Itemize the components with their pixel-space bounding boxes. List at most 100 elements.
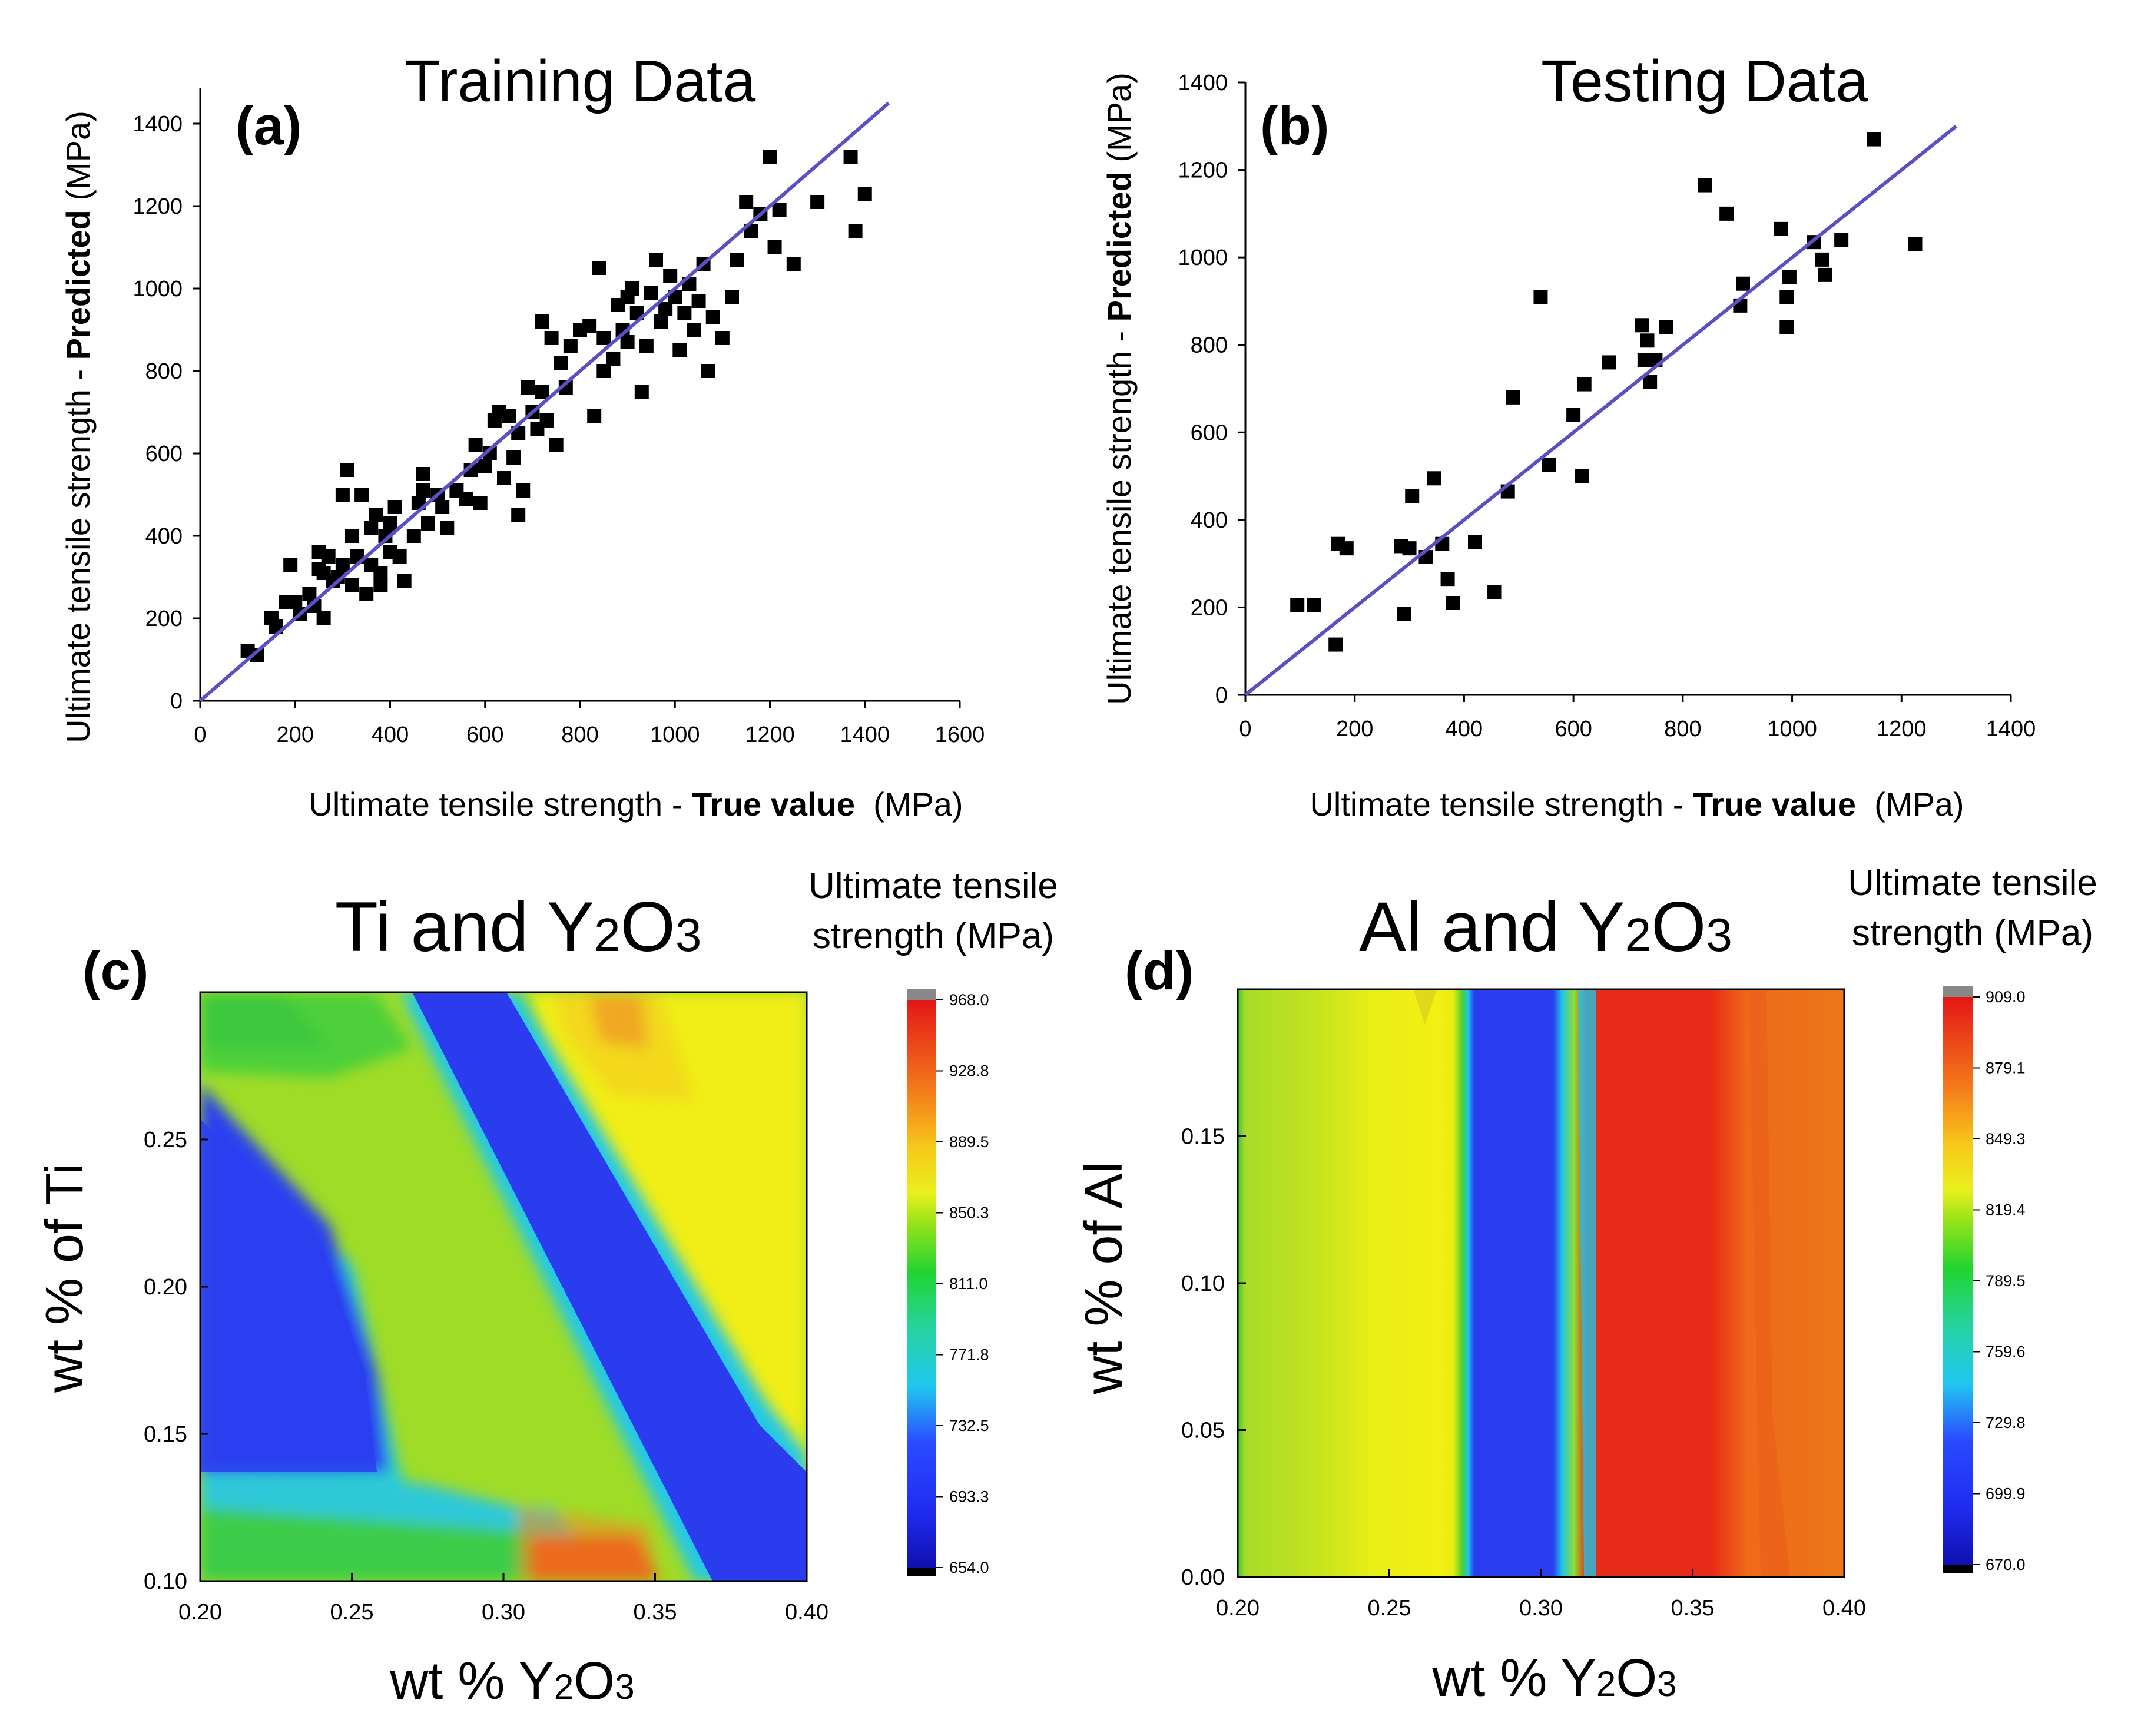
panel-b-y-ticks: 0 200 400 600 800 1000 1200 1400	[1178, 71, 1245, 708]
data-point	[440, 521, 455, 535]
colorbar-tick-label: 819.4	[1986, 1201, 2026, 1219]
x-tick-label: 200	[277, 723, 314, 747]
data-point	[1468, 535, 1482, 549]
data-point	[478, 459, 492, 473]
x-tick-label: 600	[466, 723, 503, 747]
panel-a-fit-line	[199, 101, 890, 703]
panel-d-title: Al and Y2O3	[1359, 887, 1732, 966]
data-point	[1405, 489, 1420, 503]
data-point	[1867, 132, 1881, 147]
data-point	[582, 319, 597, 333]
data-point	[506, 450, 521, 465]
y-tick-label: 400	[145, 524, 183, 549]
colorbar-tick-label: 759.6	[1986, 1343, 2026, 1361]
y-tick-label: 400	[1191, 508, 1228, 533]
panel-c-ti-y2o3-heatmap: Ti and Y2O3 (c) 0.20 0.25 0.30 0.35 0.40	[35, 866, 1058, 1711]
data-point	[810, 195, 825, 209]
colorbar-tick-label: 729.8	[1986, 1414, 2026, 1432]
x-tick-label: 0	[194, 723, 206, 747]
data-point	[644, 286, 658, 300]
x-tick-label: 0.40	[785, 1600, 828, 1625]
data-point	[387, 500, 402, 514]
panel-d-y-label: wt % of Al	[1075, 1161, 1133, 1394]
colorbar-tick-label: 654.0	[949, 1559, 989, 1576]
y-tick-label: 0.15	[144, 1422, 187, 1447]
data-point	[459, 492, 473, 506]
y-tick-label: 800	[1191, 333, 1228, 358]
data-point	[1397, 607, 1411, 621]
data-point	[392, 549, 407, 564]
data-point	[316, 611, 331, 625]
y-tick-label: 0	[170, 689, 183, 714]
x-tick-label: 600	[1555, 717, 1592, 741]
data-point	[1533, 290, 1548, 304]
data-point	[1698, 178, 1712, 193]
data-point	[1782, 270, 1797, 284]
panel-b-testing-scatter: Testing Data (b) 0 200 400 600 800 1000 1200 14…	[1101, 48, 2036, 823]
x-tick-label: 200	[1336, 717, 1373, 741]
x-tick-label: 1400	[1986, 717, 2036, 741]
y-tick-label: 0.00	[1181, 1565, 1225, 1590]
data-point	[1542, 458, 1556, 472]
data-point	[1774, 221, 1788, 236]
data-point	[1779, 320, 1794, 334]
panel-c-letter: (c)	[82, 941, 148, 1001]
x-tick-label: 1000	[1767, 717, 1817, 741]
data-point	[340, 463, 354, 477]
colorbar-tick-label: 789.5	[1986, 1272, 2026, 1290]
panel-d-colorbar-cap-bottom	[1943, 1565, 1973, 1573]
panel-a-title: Training Data	[405, 48, 756, 114]
y-tick-label: 1400	[1178, 71, 1228, 95]
data-point	[345, 529, 359, 543]
data-point	[369, 508, 383, 522]
data-point	[1427, 471, 1441, 486]
data-point	[701, 364, 715, 378]
panel-d-colorbar-ticks: 909.0 879.1 849.3 819.4 789.5 759.6 729.8 699.9…	[1973, 988, 2026, 1573]
panel-c-colorbar	[907, 1000, 936, 1568]
data-point	[620, 335, 635, 349]
panel-c-x-label: wt % Y2O3	[389, 1652, 634, 1711]
panel-a-y-ticks: 0 200 400 600 800 1000 1200 1400	[132, 112, 200, 714]
data-point	[1602, 355, 1616, 370]
data-point	[1328, 637, 1343, 652]
y-tick-label: 0.25	[144, 1128, 187, 1152]
data-point	[288, 595, 303, 609]
panel-d-x-ticks: 0.20 0.25 0.30 0.35 0.40	[1216, 1569, 1866, 1621]
panel-d-x-label: wt % Y2O3	[1431, 1649, 1676, 1708]
panel-c-title: Ti and Y2O3	[335, 887, 702, 966]
panel-a-y-label: Ultimate tensile strength - Predicted (M…	[59, 111, 97, 743]
data-point	[1339, 541, 1354, 556]
data-point	[592, 261, 606, 275]
colorbar-tick-label: 771.8	[949, 1346, 989, 1364]
data-point	[1487, 585, 1502, 599]
data-point	[691, 294, 706, 308]
x-tick-label: 400	[372, 723, 409, 747]
data-point	[848, 224, 863, 238]
data-point	[1908, 237, 1923, 251]
data-point	[521, 380, 535, 395]
y-tick-label: 1000	[1178, 246, 1228, 270]
data-point	[468, 438, 483, 452]
data-point	[606, 352, 621, 366]
data-point	[625, 281, 639, 296]
colorbar-tick-label: 699.9	[1986, 1485, 2026, 1503]
colorbar-tick-label: 811.0	[949, 1275, 988, 1293]
data-point	[658, 302, 673, 316]
y-tick-label: 200	[145, 607, 183, 631]
data-point	[634, 385, 649, 399]
x-tick-label: 0.20	[1216, 1596, 1260, 1621]
panel-c-colorbar-cap-bottom	[907, 1568, 936, 1576]
y-tick-label: 0.10	[144, 1569, 187, 1594]
panel-b-fit-line	[1244, 124, 1958, 697]
data-point	[502, 409, 516, 423]
colorbar-tick-label: 732.5	[949, 1417, 989, 1434]
data-point	[544, 331, 559, 345]
data-point	[383, 516, 397, 531]
panel-a-letter: (a)	[236, 96, 301, 156]
colorbar-tick-label: 693.3	[949, 1488, 989, 1506]
data-point	[1818, 267, 1832, 282]
data-point	[435, 500, 450, 514]
data-point	[373, 578, 388, 592]
data-point	[596, 331, 611, 345]
